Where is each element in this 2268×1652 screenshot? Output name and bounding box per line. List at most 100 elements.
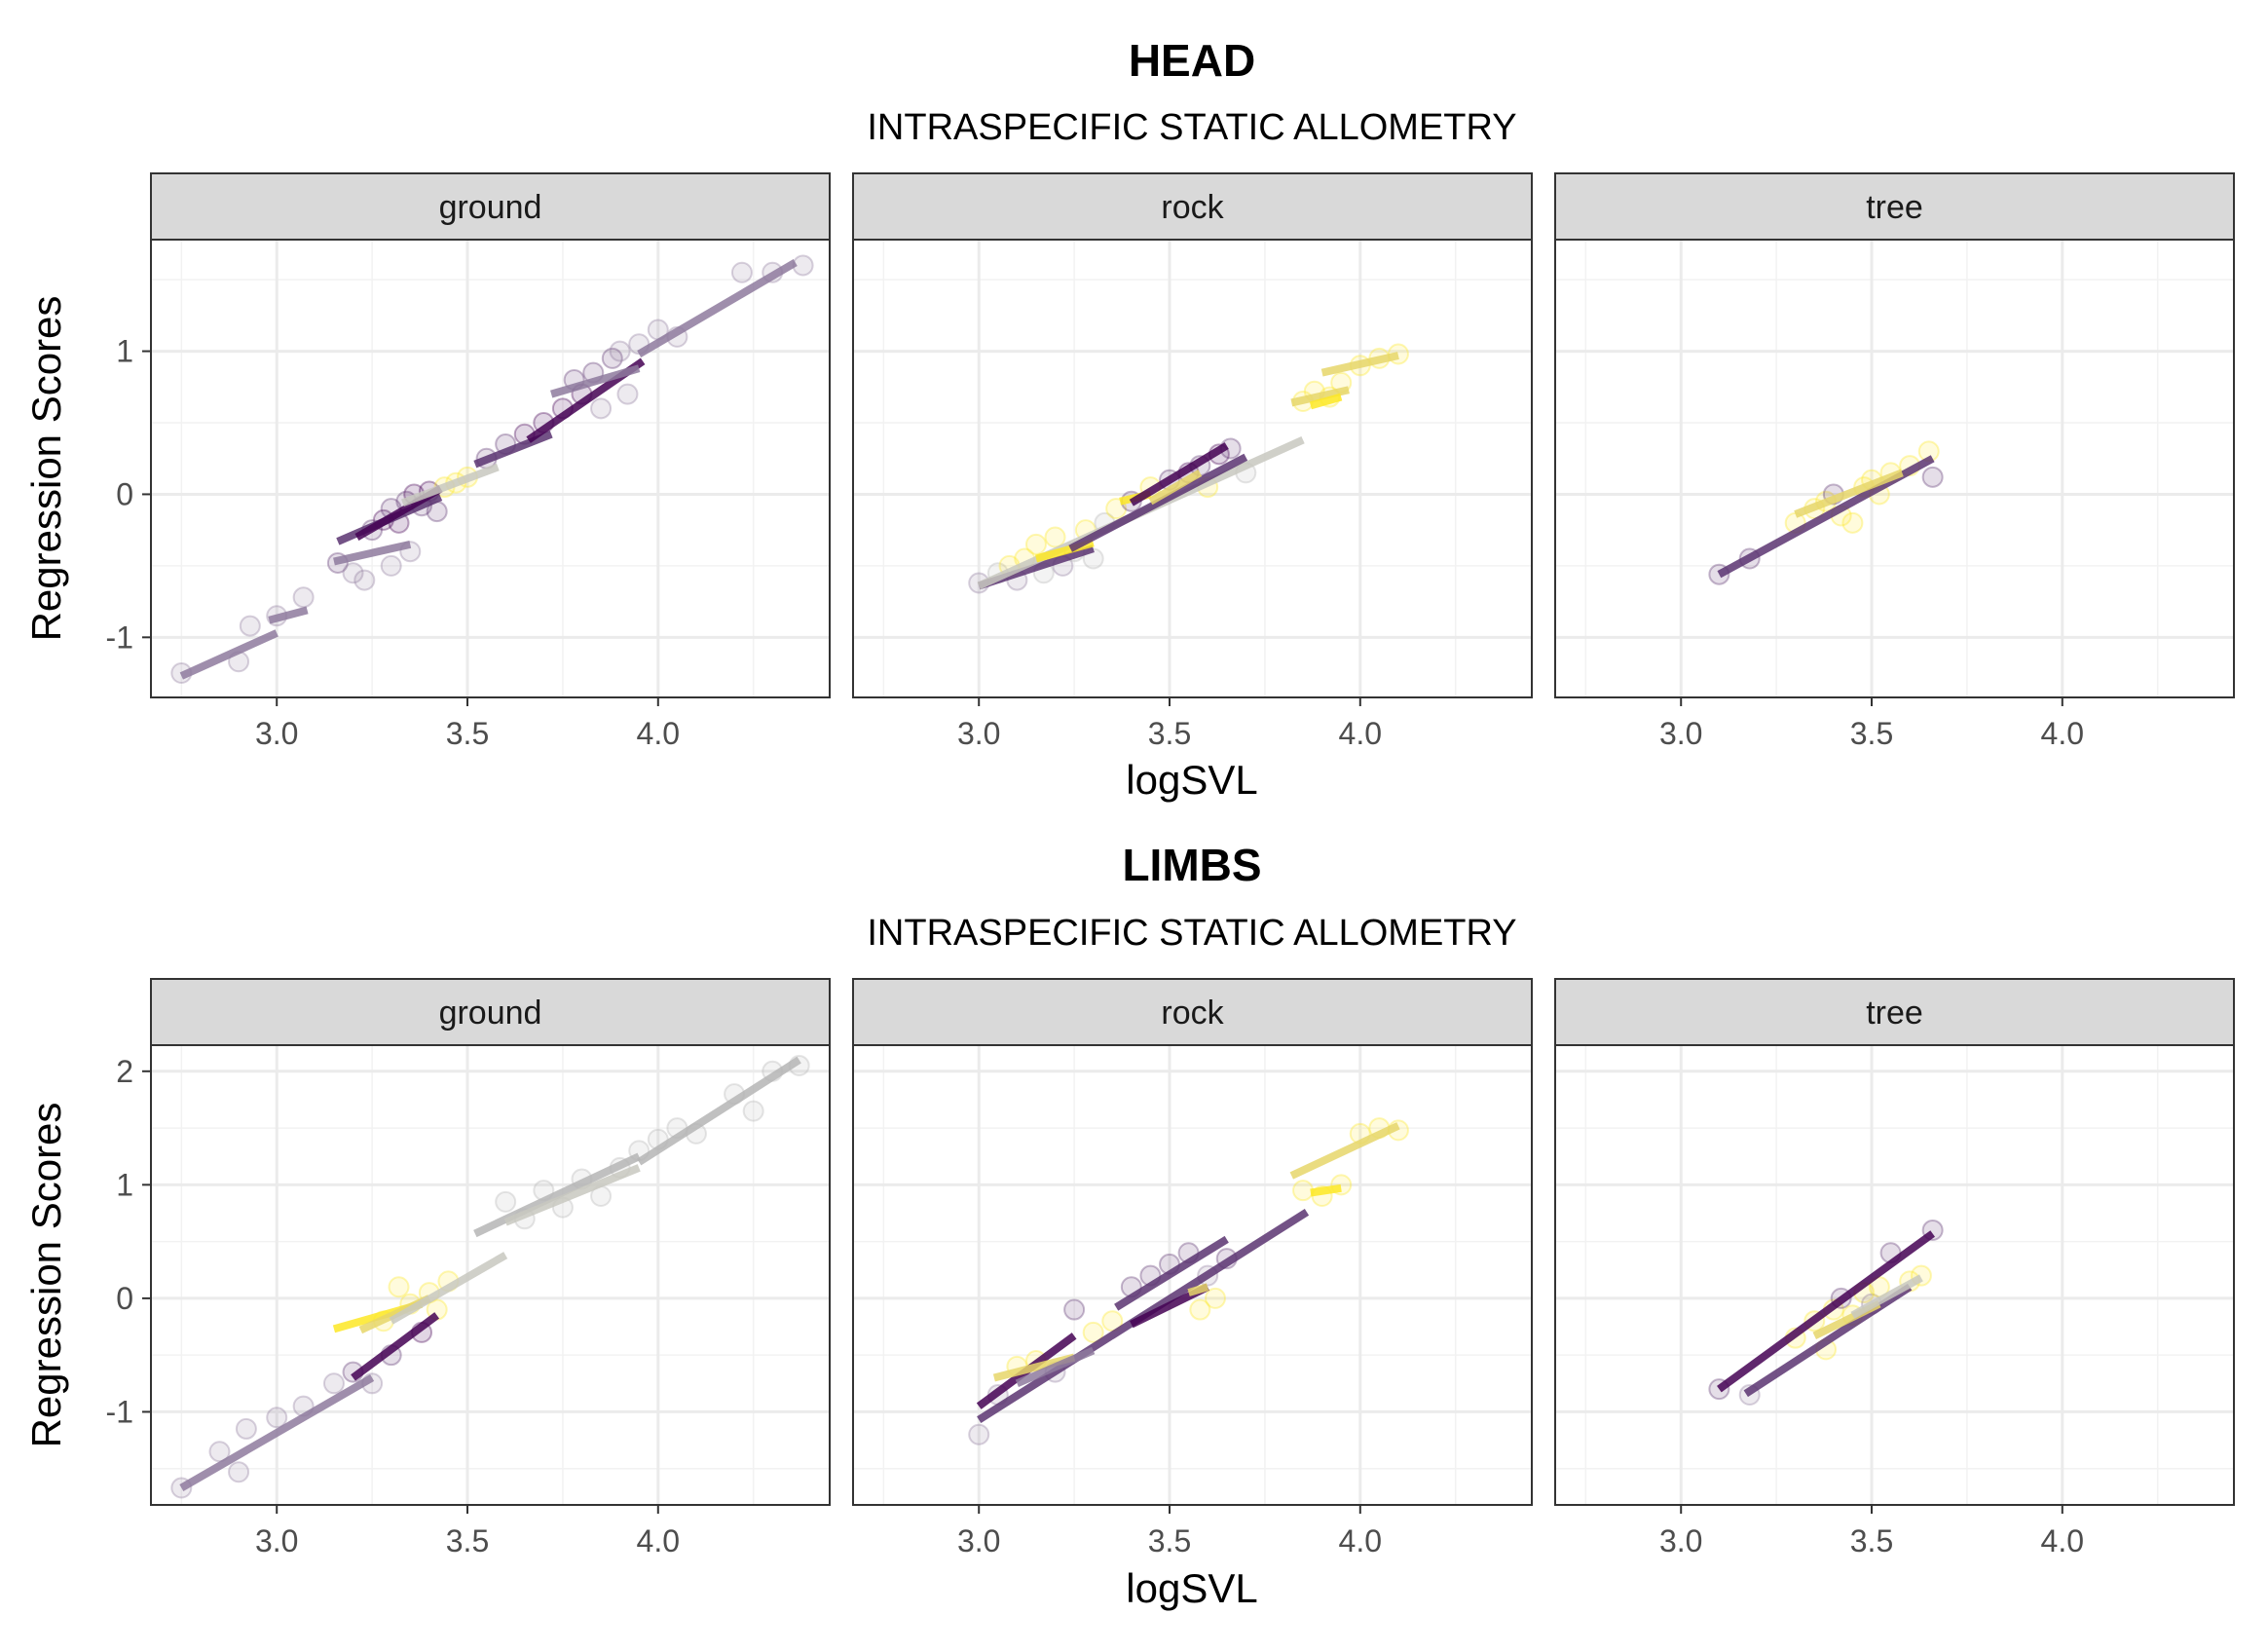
data-point [742,1100,764,1122]
regression-line [1743,1283,1913,1398]
regression-line [473,1152,641,1238]
panel-border [1554,1044,2235,1506]
panel-border [150,1044,831,1506]
x-tick-label: 3.5 [446,1523,489,1558]
x-tick-label: 4.0 [2041,1523,2084,1558]
facet-ground: ground 3.0 3.5 4.0 -1 0 1 [106,172,831,751]
regression-line [1309,393,1343,410]
panel-border [852,1044,1533,1506]
chart-head: HEAD INTRASPECIFIC STATIC ALLOMETRY ground… [23,35,2235,803]
x-tick-label: 3.5 [446,716,489,751]
panel-border [1554,239,2235,698]
data-point [380,554,402,577]
chart-limbs: LIMBS INTRASPECIFIC STATIC ALLOMETRY groun… [23,840,2235,1611]
data-point [266,1407,288,1429]
y-tick-label: 1 [116,334,133,369]
regression-line [503,1164,641,1226]
facet-strip [1554,978,2235,1046]
facet-strip-label: ground [439,189,542,226]
x-tick-label: 3.0 [957,1523,1000,1558]
facet-rock: rock 3.0 3.5 4.0 [852,172,1533,751]
data-point [968,1423,990,1446]
facet-strip [852,978,1533,1046]
regression-line [333,540,412,566]
regression-line [1114,1235,1229,1311]
chart-title: HEAD [1129,35,1255,86]
x-tick-label: 3.5 [1850,716,1893,751]
data-point [235,1417,257,1440]
data-point [208,1441,231,1463]
y-tick-label: -1 [106,620,133,655]
facet-rock: rock 3.0 3.5 4.0 [852,978,1533,1558]
regression-line [401,463,500,507]
facet-strip [1554,172,2235,241]
x-tick-label: 4.0 [637,1523,680,1558]
regression-line [1794,469,1904,518]
data-point [353,569,376,591]
data-point [1841,511,1864,534]
data-point [1921,466,1944,488]
regression-line [179,1374,375,1491]
facet-strip [150,172,831,241]
x-tick-label: 3.0 [957,716,1000,751]
y-tick-label: 2 [116,1054,133,1089]
x-tick-label: 3.0 [1659,716,1702,751]
x-tick-label: 3.0 [1659,1523,1702,1558]
x-tick-label: 3.5 [1148,716,1191,751]
data-point [616,383,639,405]
regression-line [179,629,279,680]
facet-strip-label: rock [1161,189,1224,226]
facet-strip-label: tree [1866,189,1923,226]
x-axis-title: logSVL [1126,1565,1257,1611]
regression-line [1068,453,1248,552]
regression-line [1320,352,1399,377]
data-point [601,347,623,369]
facet-ground: ground 3.0 3.5 4.0 -1 0 1 2 [106,978,831,1558]
data-point [322,1372,345,1395]
data-point [1082,1321,1104,1343]
facet-tree: tree 3.0 3.5 4.0 [1554,172,2235,751]
regression-line [1310,1183,1342,1197]
chart-subtitle: INTRASPECIFIC STATIC ALLOMETRY [867,913,1516,954]
regression-line [1015,1346,1096,1387]
panel-background [853,1045,1532,1505]
regression-line [637,259,798,357]
panel-background [1555,1045,2234,1505]
x-tick-label: 4.0 [1339,716,1382,751]
panel-background [1555,240,2234,697]
data-point [388,1276,410,1298]
data-point [228,1461,250,1483]
data-point [1063,1298,1086,1321]
y-axis-title: Regression Scores [23,296,69,642]
x-tick-label: 3.0 [255,1523,298,1558]
panel-background [151,1045,830,1505]
x-tick-label: 4.0 [2041,716,2084,751]
y-tick-label: 1 [116,1167,133,1202]
data-point [590,397,613,420]
data-point [342,562,364,584]
x-axis-title: logSVL [1126,757,1257,803]
data-point [1204,1287,1226,1309]
y-tick-label: 0 [116,476,133,511]
regression-line [1289,1122,1400,1180]
y-axis-title: Regression Scores [23,1103,69,1448]
data-point [730,261,753,283]
regression-line [1129,442,1229,507]
y-tick-label: 0 [116,1281,133,1316]
regression-line [473,431,553,469]
regression-line [637,1056,801,1166]
data-point [1044,526,1066,548]
regression-line [1187,1283,1209,1296]
data-point [1292,1180,1315,1202]
regression-line [268,606,309,624]
regression-line [389,1252,508,1325]
x-tick-label: 3.5 [1850,1523,1893,1558]
data-point [1189,1298,1211,1321]
x-tick-label: 4.0 [637,716,680,751]
data-point [1024,533,1047,555]
facet-strip-label: tree [1866,995,1923,1032]
chart-title: LIMBS [1122,840,1261,890]
x-tick-label: 3.5 [1148,1523,1191,1558]
chart-subtitle: INTRASPECIFIC STATIC ALLOMETRY [867,107,1516,148]
